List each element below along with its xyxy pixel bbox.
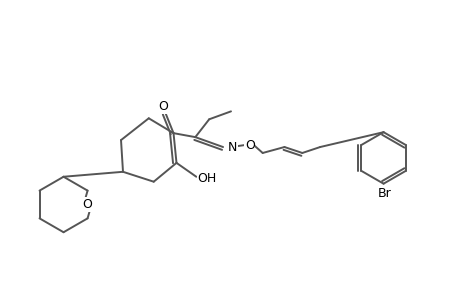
Text: O: O bbox=[83, 198, 92, 211]
Text: OH: OH bbox=[197, 172, 216, 185]
Text: Br: Br bbox=[377, 187, 391, 200]
Text: O: O bbox=[158, 100, 168, 113]
Text: N: N bbox=[228, 140, 237, 154]
Text: O: O bbox=[244, 139, 254, 152]
